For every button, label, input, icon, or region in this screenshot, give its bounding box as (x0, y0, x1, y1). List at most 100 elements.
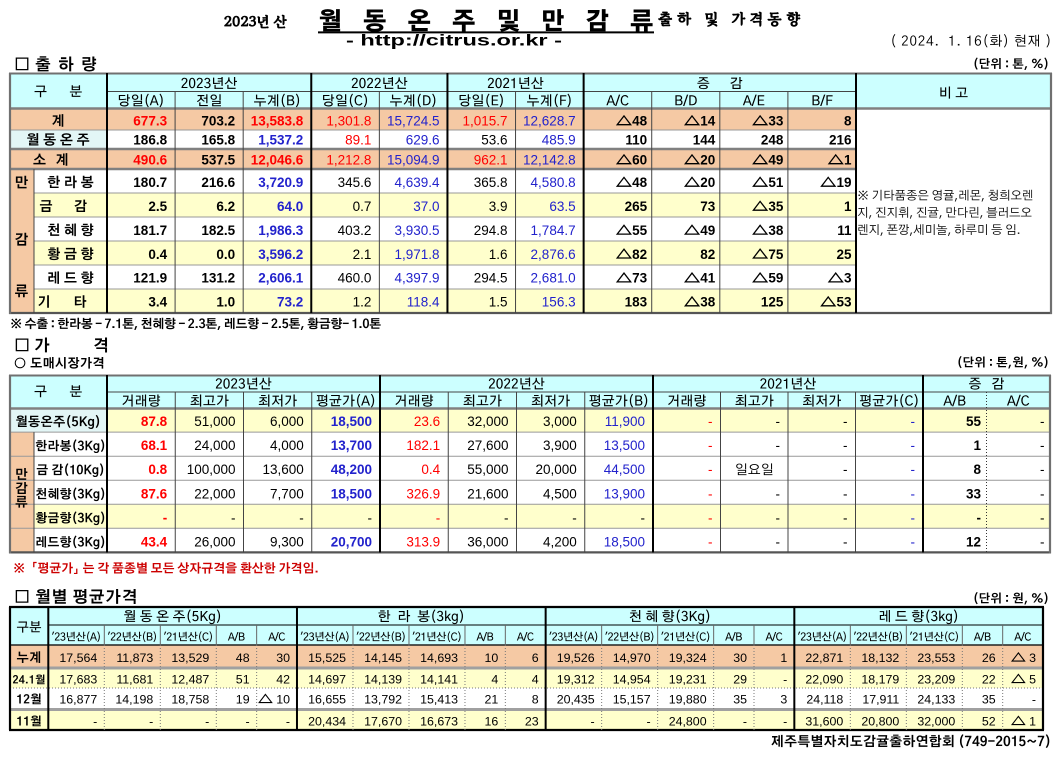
svg-text:3: 3 (1029, 651, 1036, 665)
svg-text:-: - (776, 510, 781, 525)
svg-text:19,231: 19,231 (669, 672, 707, 686)
svg-text:-: - (1040, 462, 1045, 477)
svg-text:4: 4 (532, 672, 539, 686)
svg-text:313.9: 313.9 (406, 534, 440, 549)
svg-text:42: 42 (276, 672, 290, 686)
svg-text:15,413: 15,413 (420, 692, 458, 706)
svg-text:537.5: 537.5 (201, 153, 235, 168)
svg-text:490.6: 490.6 (133, 153, 167, 168)
svg-text:64.0: 64.0 (277, 199, 303, 214)
svg-text:23,553: 23,553 (917, 651, 955, 665)
svg-text:25: 25 (836, 247, 852, 262)
svg-text:63.5: 63.5 (549, 199, 575, 214)
svg-text:48: 48 (632, 114, 648, 129)
svg-text:-: - (708, 534, 713, 549)
svg-text:9,300: 9,300 (270, 534, 304, 549)
svg-text:13,700: 13,700 (331, 438, 372, 453)
svg-text:-: - (783, 672, 787, 686)
svg-text:2,606.1: 2,606.1 (258, 271, 304, 286)
svg-text:10: 10 (276, 692, 290, 706)
svg-text:121.9: 121.9 (133, 271, 167, 286)
svg-text:-: - (708, 486, 713, 501)
svg-text:14,141: 14,141 (420, 672, 458, 686)
svg-text:1,212.8: 1,212.8 (326, 153, 371, 168)
svg-text:13,500: 13,500 (604, 438, 645, 453)
svg-text:23,209: 23,209 (917, 672, 955, 686)
svg-text:19: 19 (236, 692, 250, 706)
svg-text:180.7: 180.7 (133, 175, 167, 190)
svg-text:-: - (743, 714, 747, 728)
svg-text:4,639.4: 4,639.4 (394, 175, 440, 190)
svg-text:3,000: 3,000 (543, 414, 577, 429)
svg-text:19,880: 19,880 (669, 692, 707, 706)
svg-text:3,900: 3,900 (543, 438, 577, 453)
svg-text:-: - (1040, 510, 1045, 525)
svg-text:131.2: 131.2 (201, 271, 235, 286)
svg-text:20: 20 (700, 153, 715, 168)
svg-text:1,971.8: 1,971.8 (394, 247, 439, 262)
svg-text:14,697: 14,697 (308, 672, 346, 686)
svg-text:-: - (911, 438, 916, 453)
svg-text:35: 35 (768, 199, 784, 214)
svg-text:41: 41 (700, 271, 716, 286)
svg-text:37.0: 37.0 (413, 199, 439, 214)
svg-text:216: 216 (829, 133, 852, 148)
svg-text:51,000: 51,000 (194, 414, 235, 429)
svg-text:6: 6 (532, 651, 539, 665)
svg-text:-: - (1040, 534, 1045, 549)
svg-text:-: - (783, 714, 787, 728)
svg-text:16,655: 16,655 (308, 692, 346, 706)
svg-text:87.8: 87.8 (141, 414, 168, 429)
svg-text:21,600: 21,600 (467, 486, 508, 501)
svg-text:-: - (149, 714, 153, 728)
svg-text:-: - (163, 510, 168, 525)
svg-text:24,133: 24,133 (917, 692, 955, 706)
svg-text:1,784.7: 1,784.7 (531, 223, 576, 238)
svg-text:17,564: 17,564 (59, 651, 97, 665)
svg-text:3,930.5: 3,930.5 (394, 223, 439, 238)
svg-text:1.5: 1.5 (489, 295, 508, 310)
svg-text:73: 73 (700, 199, 716, 214)
svg-text:48: 48 (236, 651, 250, 665)
svg-text:49: 49 (768, 153, 783, 168)
svg-text:12,142.8: 12,142.8 (523, 153, 576, 168)
svg-text:51: 51 (236, 672, 250, 686)
svg-text:8: 8 (844, 114, 852, 129)
svg-text:18,179: 18,179 (861, 672, 899, 686)
svg-text:13,529: 13,529 (171, 651, 209, 665)
svg-text:1: 1 (1029, 714, 1036, 728)
svg-text:15,525: 15,525 (308, 651, 346, 665)
svg-text:-: - (911, 414, 916, 429)
svg-text:27,600: 27,600 (467, 438, 508, 453)
svg-text:13,600: 13,600 (263, 462, 304, 477)
svg-text:-: - (843, 414, 848, 429)
svg-text:17,670: 17,670 (364, 714, 402, 728)
svg-text:33: 33 (768, 114, 784, 129)
svg-text:-: - (776, 438, 781, 453)
svg-text:-: - (286, 714, 290, 728)
svg-text:44,500: 44,500 (604, 462, 645, 477)
svg-text:326.9: 326.9 (406, 486, 440, 501)
svg-text:52: 52 (982, 714, 996, 728)
svg-text:13,792: 13,792 (364, 692, 402, 706)
svg-text:1,537.2: 1,537.2 (258, 133, 303, 148)
svg-text:-: - (843, 510, 848, 525)
svg-text:68.1: 68.1 (141, 438, 168, 453)
svg-text:-: - (572, 510, 577, 525)
svg-text:182.5: 182.5 (201, 223, 235, 238)
svg-text:-: - (504, 510, 509, 525)
svg-text:4,200: 4,200 (543, 534, 577, 549)
svg-text:4,000: 4,000 (270, 438, 304, 453)
svg-text:485.9: 485.9 (542, 133, 576, 148)
svg-text:89.1: 89.1 (345, 133, 371, 148)
svg-text:14,693: 14,693 (420, 651, 458, 665)
svg-text:1: 1 (780, 651, 787, 665)
svg-text:-: - (1032, 692, 1036, 706)
svg-text:-: - (590, 714, 594, 728)
svg-text:-: - (641, 510, 646, 525)
svg-text:75: 75 (768, 247, 784, 262)
svg-text:118.4: 118.4 (407, 295, 440, 310)
svg-text:-: - (708, 438, 713, 453)
svg-text:55: 55 (632, 223, 648, 238)
svg-text:23: 23 (525, 714, 539, 728)
